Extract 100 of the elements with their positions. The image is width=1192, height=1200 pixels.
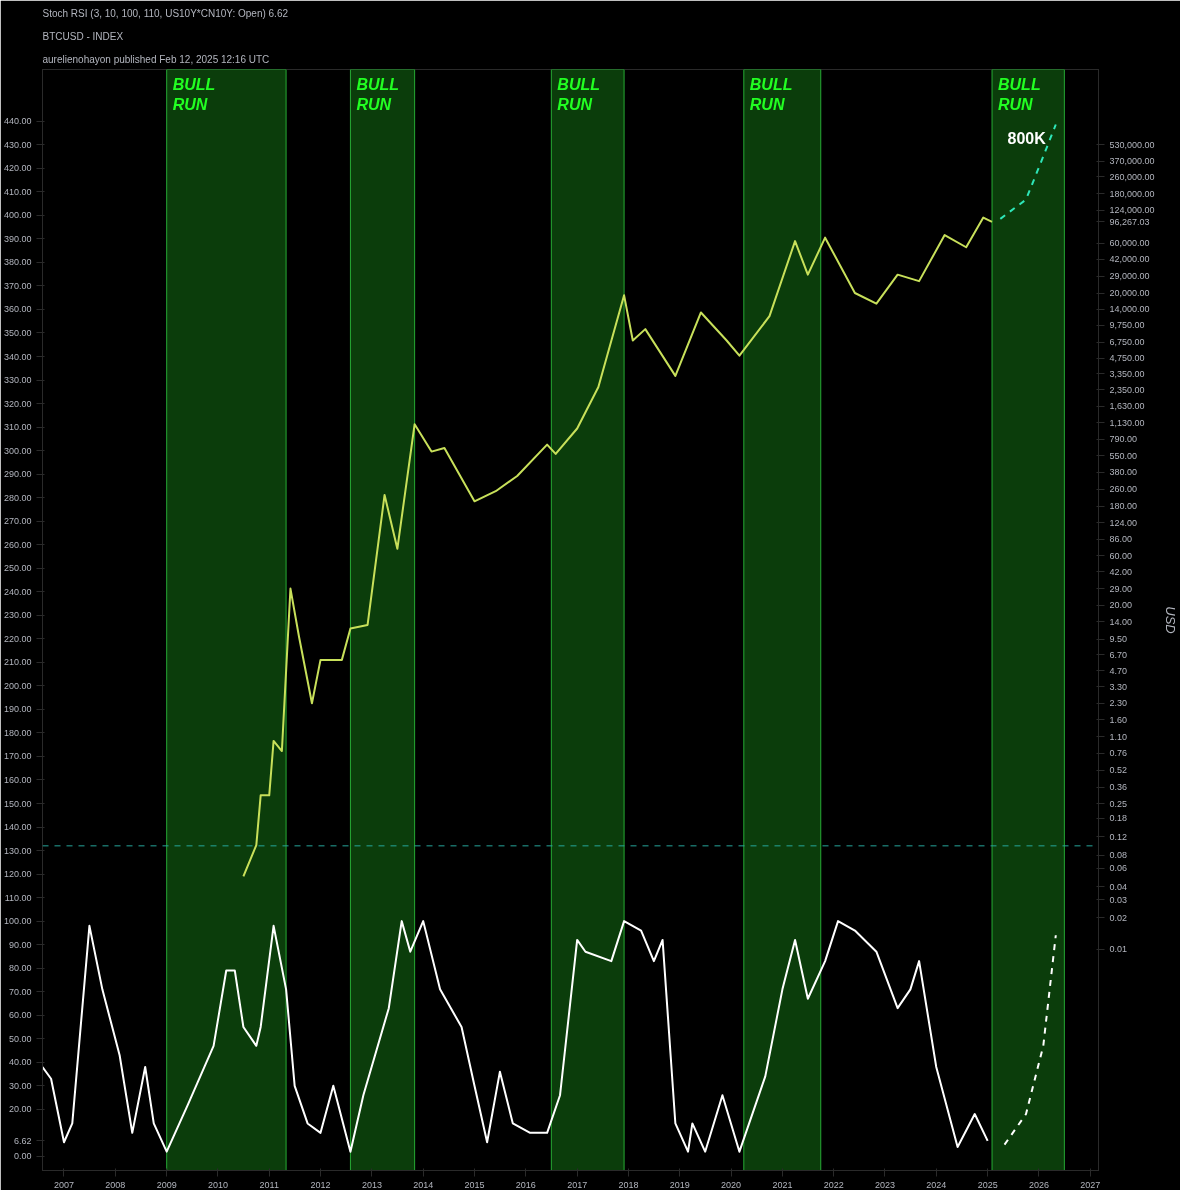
x-tick-label: 2016	[515, 1179, 536, 1190]
y2-tick-label: 180,000.00	[1109, 188, 1155, 199]
y2-axis-title: USD	[1162, 606, 1178, 634]
y2-tick-label: 0.02	[1109, 912, 1128, 923]
band-label: BULL RUN	[172, 75, 216, 113]
y-tick-label: 60.00	[8, 1010, 32, 1021]
line-series	[999, 123, 1057, 220]
y-tick-label: 270.00	[3, 516, 32, 527]
band-label: BULL RUN	[356, 75, 400, 113]
y-tick-label: 210.00	[3, 657, 32, 668]
y-tick-label: 140.00	[3, 822, 32, 833]
y-tick-label: 90.00	[8, 939, 32, 950]
y-tick-label: 360.00	[3, 304, 32, 315]
y2-tick-label: 0.25	[1109, 798, 1128, 809]
y-tick-label: 240.00	[3, 586, 32, 597]
y2-tick-label: 124.00	[1109, 517, 1138, 528]
y2-tick-label: 6.70	[1109, 649, 1128, 660]
y-tick-label: 150.00	[3, 798, 32, 809]
y2-tick-label: 3.30	[1109, 681, 1128, 692]
y2-tick-label: 0.01	[1109, 944, 1128, 955]
x-tick-label: 2018	[618, 1179, 639, 1190]
y-tick-label: 400.00	[3, 210, 32, 221]
y2-tick-label: 20,000.00	[1109, 288, 1150, 298]
y-tick-label: 6.62	[13, 1135, 32, 1146]
y-tick-label: 180.00	[3, 727, 32, 738]
y2-tick-label: 6,750.00	[1109, 337, 1145, 348]
y2-tick-label: 180.00	[1109, 501, 1138, 512]
x-tick-label: 2020	[720, 1179, 742, 1190]
y2-tick-label: 0.36	[1109, 782, 1128, 793]
y-tick-label: 250.00	[3, 563, 32, 574]
y2-tick-label: 370,000.00	[1109, 156, 1155, 167]
y2-tick-label: 260,000.00	[1109, 171, 1155, 182]
y-tick-label: 350.00	[3, 327, 32, 338]
y-tick-label: 410.00	[3, 186, 32, 197]
x-tick-label: 2022	[823, 1179, 844, 1190]
y2-tick-label: 4.70	[1109, 665, 1128, 676]
y-tick-label: 280.00	[3, 492, 32, 503]
y-tick-label: 370.00	[3, 280, 32, 291]
y2-tick-label: 0.08	[1109, 850, 1128, 861]
x-tick-label: 2008	[105, 1179, 126, 1190]
y2-tick-label: 124,000.00	[1109, 205, 1155, 216]
y2-tick-label: 60.00	[1109, 550, 1133, 561]
y-tick-label: 440.00	[3, 116, 32, 127]
y-tick-label: 200.00	[3, 680, 32, 691]
y2-tick-label: 96,267.03	[1109, 216, 1150, 227]
y2-tick-label: 2,350.00	[1109, 384, 1145, 395]
y2-tick-label: 14.00	[1109, 616, 1133, 627]
y2-tick-label: 0.18	[1109, 813, 1128, 824]
y-tick-label: 160.00	[3, 774, 32, 785]
y-tick-label: 380.00	[3, 257, 32, 268]
y-tick-label: 130.00	[3, 845, 32, 856]
band-label: BULL RUN	[749, 75, 793, 113]
chart-title: Stoch RSI (3, 10, 100, 110, US10Y*CN10Y: Open) 6.62	[42, 7, 289, 19]
x-tick-label: 2011	[259, 1179, 279, 1190]
x-tick-label: 2027	[1080, 1179, 1101, 1190]
y2-tick-label: 550.00	[1109, 450, 1138, 461]
y2-tick-label: 0.12	[1109, 831, 1128, 842]
x-tick-label: 2026	[1028, 1179, 1049, 1190]
y2-tick-label: 1.60	[1109, 714, 1128, 725]
y2-tick-label: 0.52	[1109, 765, 1128, 776]
y-tick-label: 430.00	[3, 139, 32, 150]
y-tick-label: 260.00	[3, 539, 32, 550]
x-tick-label: 2013	[361, 1179, 382, 1190]
x-tick-label: 2015	[464, 1179, 485, 1190]
band-label: BULL RUN	[998, 75, 1041, 113]
y-tick-label: 0.00	[13, 1151, 32, 1162]
y2-tick-label: 42.00	[1109, 566, 1133, 577]
y-tick-label: 320.00	[3, 398, 32, 409]
y-tick-label: 300.00	[3, 445, 32, 456]
y-tick-label: 30.00	[8, 1080, 32, 1091]
y2-tick-label: 380.00	[1109, 467, 1138, 478]
y2-tick-label: 3,350.00	[1109, 368, 1145, 379]
x-tick-label: 2025	[977, 1179, 998, 1190]
y-tick-label: 20.00	[8, 1104, 32, 1115]
y-tick-label: 190.00	[3, 704, 32, 715]
x-tick-label: 2012	[310, 1179, 331, 1190]
y2-tick-label: 14,000.00	[1109, 304, 1150, 315]
x-tick-label: 2007	[53, 1179, 75, 1190]
x-tick-label: 2021	[772, 1179, 793, 1190]
y-tick-label: 50.00	[8, 1033, 32, 1044]
line-series	[1003, 934, 1057, 1146]
y2-tick-label: 4,750.00	[1109, 353, 1145, 364]
y-tick-label: 80.00	[8, 963, 32, 974]
chart-subtitle: BTCUSD - INDEX	[42, 30, 124, 42]
band-label: BULL RUN	[557, 75, 600, 113]
y2-tick-label: 0.03	[1109, 894, 1128, 905]
text: aurelienohayon published Feb 12, 2025 12:16 UTC	[42, 53, 270, 65]
line-series	[42, 920, 989, 1153]
y-tick-label: 40.00	[8, 1057, 32, 1068]
y-tick-label: 120.00	[3, 869, 32, 880]
y-tick-label: 110.00	[4, 892, 32, 903]
y2-tick-label: 86.00	[1109, 534, 1133, 545]
x-tick-label: 2014	[413, 1179, 434, 1190]
y2-tick-label: 42,000.00	[1109, 254, 1150, 265]
x-tick-label: 2009	[156, 1179, 177, 1190]
line-series	[242, 216, 994, 878]
y2-tick-label: 790.00	[1109, 434, 1138, 445]
y-tick-label: 100.00	[3, 916, 32, 927]
series-label: 800K	[1007, 130, 1047, 148]
y-tick-label: 290.00	[3, 469, 32, 480]
